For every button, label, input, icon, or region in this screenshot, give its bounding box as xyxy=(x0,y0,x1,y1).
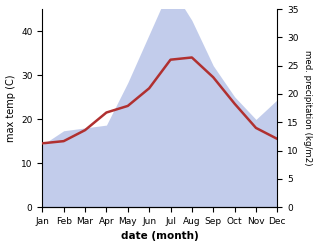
Y-axis label: med. precipitation (kg/m2): med. precipitation (kg/m2) xyxy=(303,50,313,166)
Y-axis label: max temp (C): max temp (C) xyxy=(5,74,16,142)
X-axis label: date (month): date (month) xyxy=(121,231,199,242)
